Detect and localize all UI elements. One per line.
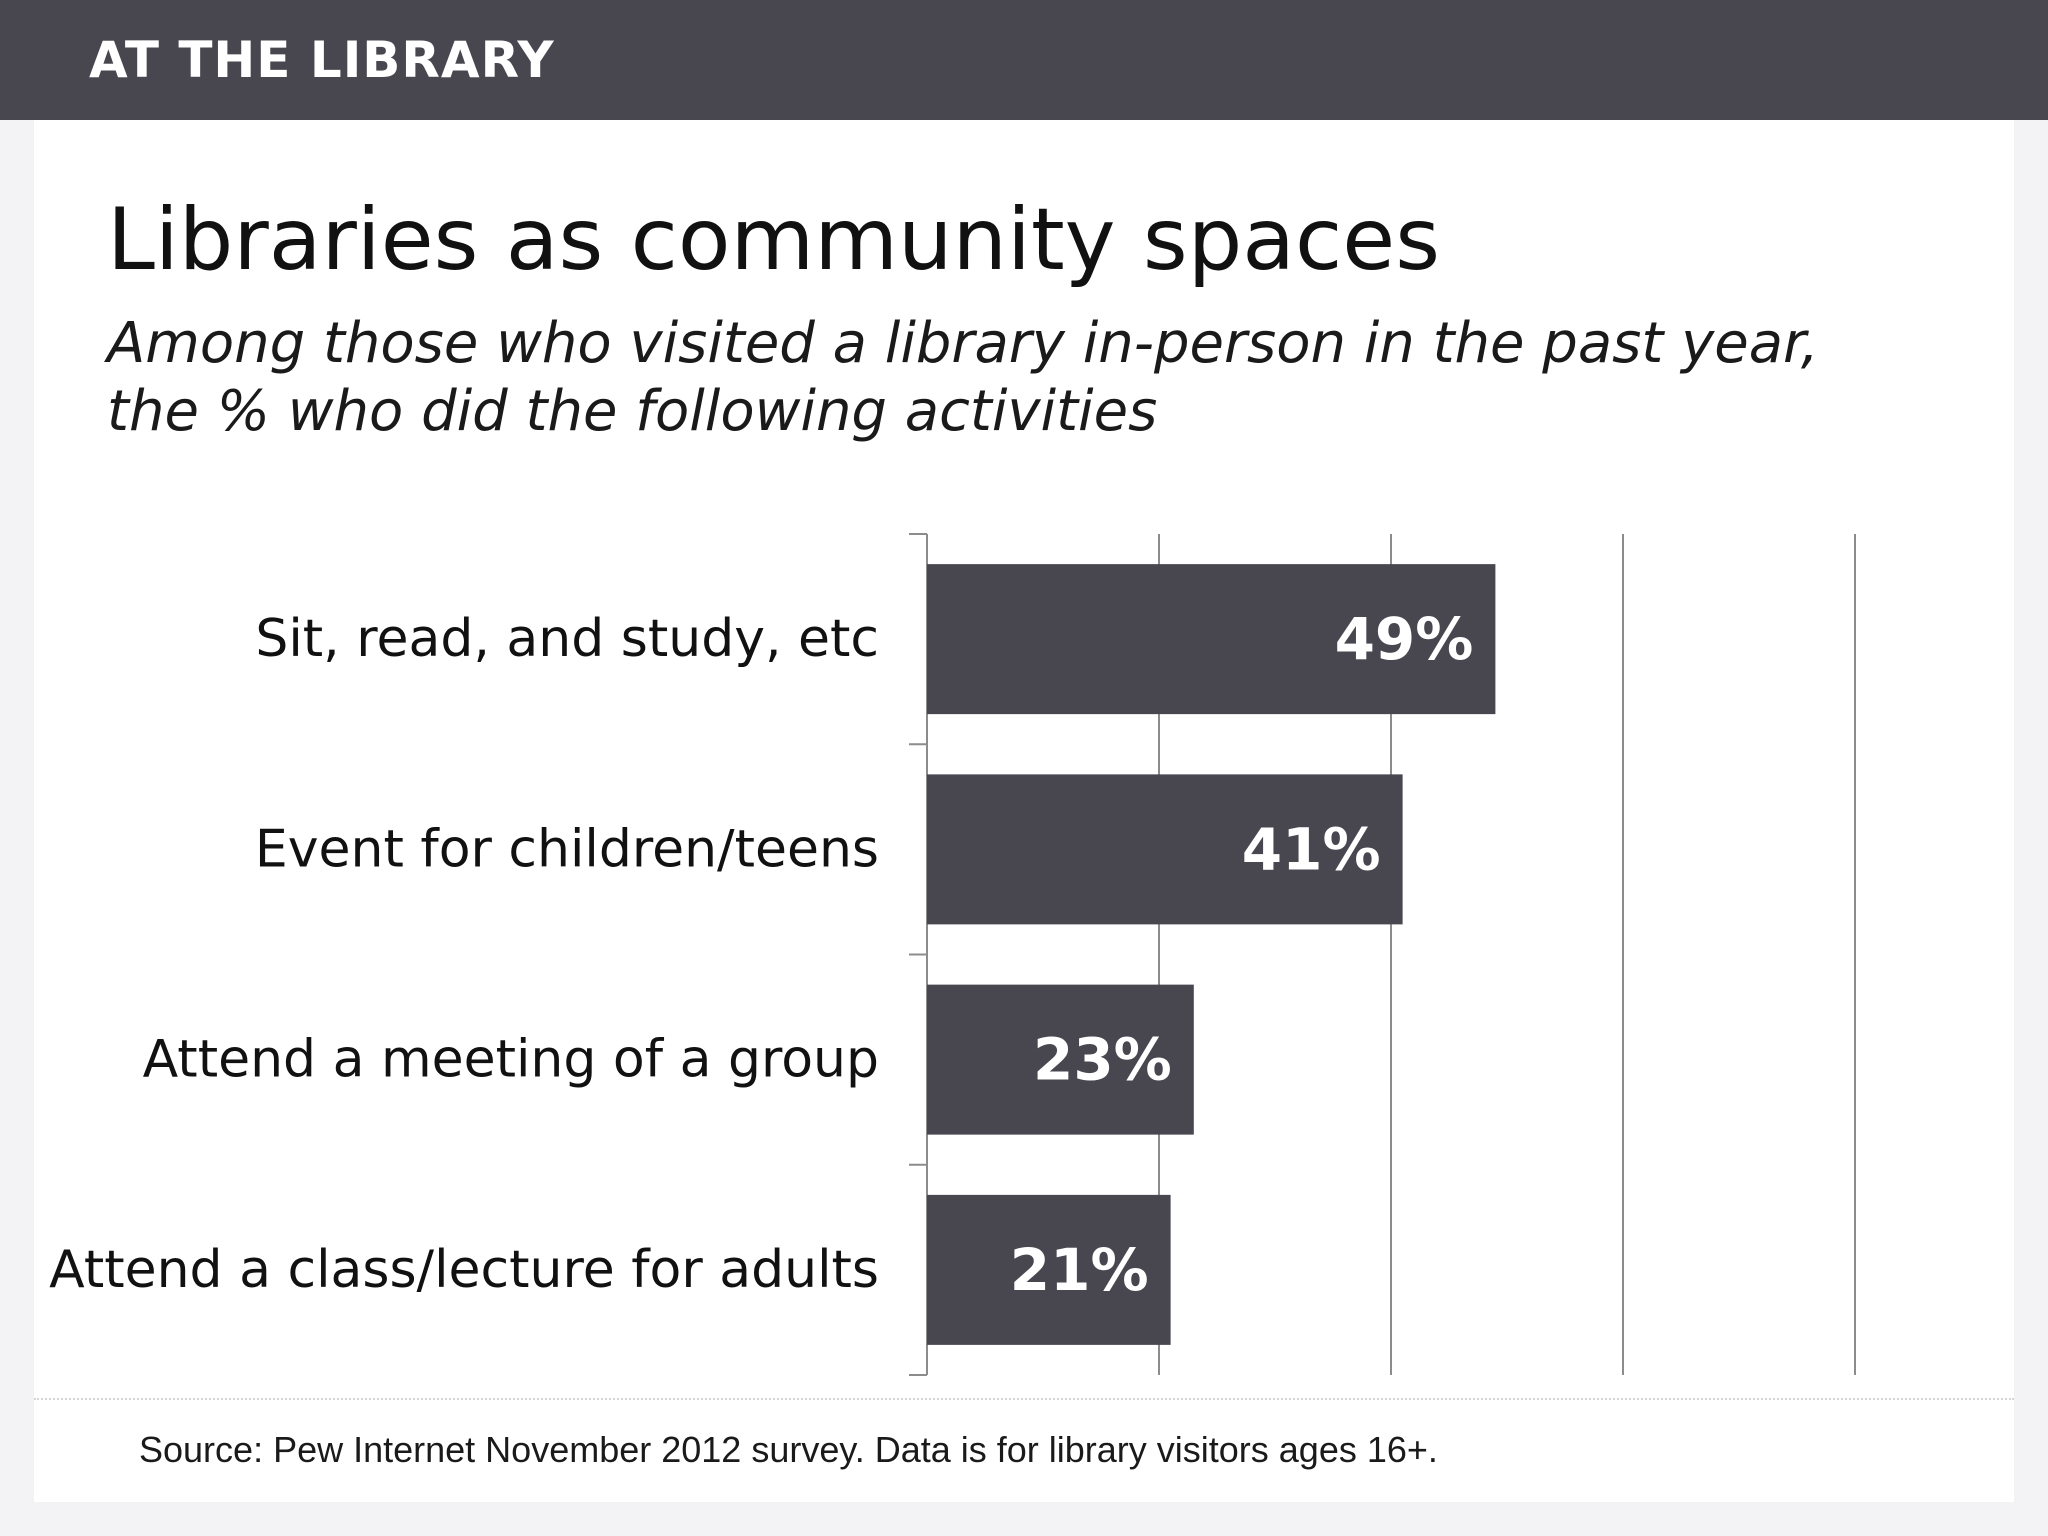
category-label: Attend a meeting of a group bbox=[143, 1030, 879, 1090]
value-label: 23% bbox=[1033, 1026, 1172, 1094]
footer-divider bbox=[34, 1398, 2014, 1400]
bars bbox=[927, 564, 1496, 1345]
value-label: 41% bbox=[1242, 815, 1381, 883]
value-label: 21% bbox=[1010, 1236, 1149, 1304]
category-axis bbox=[909, 533, 928, 1376]
category-label: Attend a class/lecture for adults bbox=[49, 1240, 879, 1300]
value-label: 49% bbox=[1335, 605, 1474, 673]
bar bbox=[927, 984, 1194, 1135]
bar bbox=[927, 564, 1496, 715]
chart-title: Libraries as community spaces bbox=[107, 190, 1440, 290]
chart-subtitle: Among those who visited a library in-per… bbox=[107, 311, 1819, 444]
bar bbox=[927, 1194, 1171, 1345]
source-note: Source: Pew Internet November 2012 surve… bbox=[139, 1429, 1438, 1470]
bar bbox=[927, 774, 1403, 925]
category-label: Sit, read, and study, etc bbox=[255, 609, 879, 669]
header-bar: AT THE LIBRARY bbox=[0, 0, 2048, 120]
section-label: AT THE LIBRARY bbox=[89, 31, 555, 89]
category-label: Event for children/teens bbox=[255, 819, 879, 879]
value-labels: 49% 41% 23% 21% bbox=[1010, 605, 1474, 1304]
category-labels: Sit, read, and study, etc Event for child… bbox=[49, 609, 879, 1300]
